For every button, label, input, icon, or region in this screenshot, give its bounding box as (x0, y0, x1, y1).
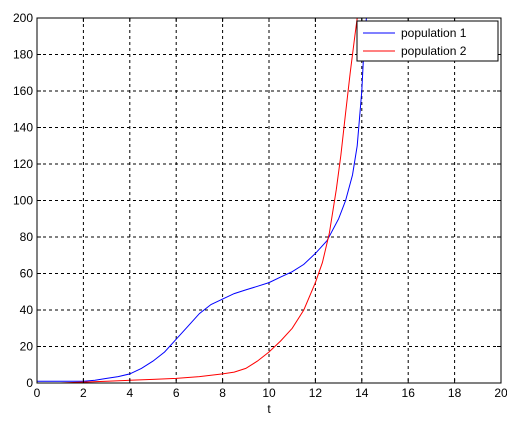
series-line-1 (37, 18, 367, 382)
y-tick-label: 200 (13, 11, 33, 25)
x-tick-label: 10 (262, 386, 276, 400)
x-tick-label: 6 (173, 386, 180, 400)
y-tick-label: 0 (26, 376, 33, 390)
x-tick-label: 14 (355, 386, 369, 400)
y-tick-label: 20 (20, 340, 34, 354)
x-tick-label: 4 (126, 386, 133, 400)
x-tick-label: 18 (448, 386, 462, 400)
legend-label-2: population 2 (401, 44, 467, 58)
y-tick-label: 160 (13, 84, 33, 98)
x-tick-label: 20 (494, 386, 507, 400)
y-tick-label: 80 (20, 230, 34, 244)
x-tick-label: 0 (34, 386, 41, 400)
axis-ticks (36, 17, 502, 384)
x-axis-label: t (267, 402, 271, 416)
x-tick-label: 2 (80, 386, 87, 400)
y-tick-label: 140 (13, 121, 33, 135)
grid-lines (37, 18, 501, 383)
y-tick-label: 60 (20, 267, 34, 281)
x-tick-label: 8 (219, 386, 226, 400)
legend-box (356, 20, 499, 62)
x-tick-label: 12 (309, 386, 323, 400)
legend: population 1 population 2 (356, 20, 499, 62)
tick-labels: 0 2 4 6 8 10 12 14 16 18 2002040608010012014016018… (13, 11, 507, 400)
y-tick-label: 120 (13, 157, 33, 171)
y-tick-label: 100 (13, 194, 33, 208)
legend-label-1: population 1 (401, 26, 467, 40)
x-tick-label: 16 (402, 386, 416, 400)
y-tick-label: 180 (13, 48, 33, 62)
y-tick-label: 40 (20, 303, 34, 317)
